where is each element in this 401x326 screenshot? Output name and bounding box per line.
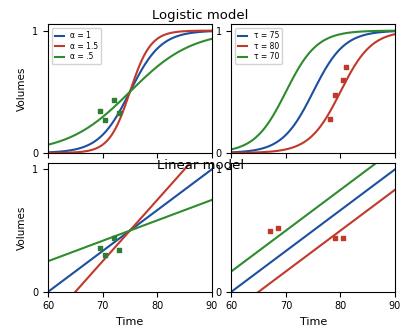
Point — [102, 252, 109, 258]
Point — [343, 65, 349, 70]
Point — [97, 245, 103, 250]
Point — [266, 228, 273, 233]
Y-axis label: Volumes: Volumes — [17, 67, 27, 111]
Legend: α = 1, α = 1.5, α = .5: α = 1, α = 1.5, α = .5 — [52, 28, 101, 65]
Text: Logistic model: Logistic model — [152, 9, 249, 22]
Point — [340, 77, 346, 82]
X-axis label: Time: Time — [116, 317, 144, 326]
X-axis label: Time: Time — [300, 317, 327, 326]
Legend: τ = 75, τ = 80, τ = 70: τ = 75, τ = 80, τ = 70 — [235, 28, 282, 65]
Point — [340, 235, 346, 241]
Y-axis label: Volumes: Volumes — [17, 205, 27, 250]
Point — [116, 247, 122, 253]
Point — [116, 110, 122, 115]
Text: Linear model: Linear model — [157, 159, 244, 172]
Point — [97, 109, 103, 114]
Point — [102, 117, 109, 123]
Point — [110, 98, 117, 103]
Point — [332, 235, 338, 241]
Point — [332, 93, 338, 98]
Point — [275, 226, 281, 231]
Point — [110, 235, 117, 241]
Point — [326, 116, 333, 121]
